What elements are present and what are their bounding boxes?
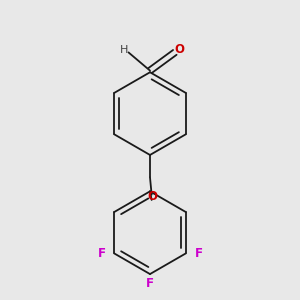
Text: F: F: [98, 247, 106, 260]
Text: F: F: [146, 278, 154, 290]
Text: O: O: [175, 43, 185, 56]
Text: H: H: [120, 45, 129, 55]
Text: O: O: [147, 190, 157, 203]
Text: F: F: [194, 247, 202, 260]
